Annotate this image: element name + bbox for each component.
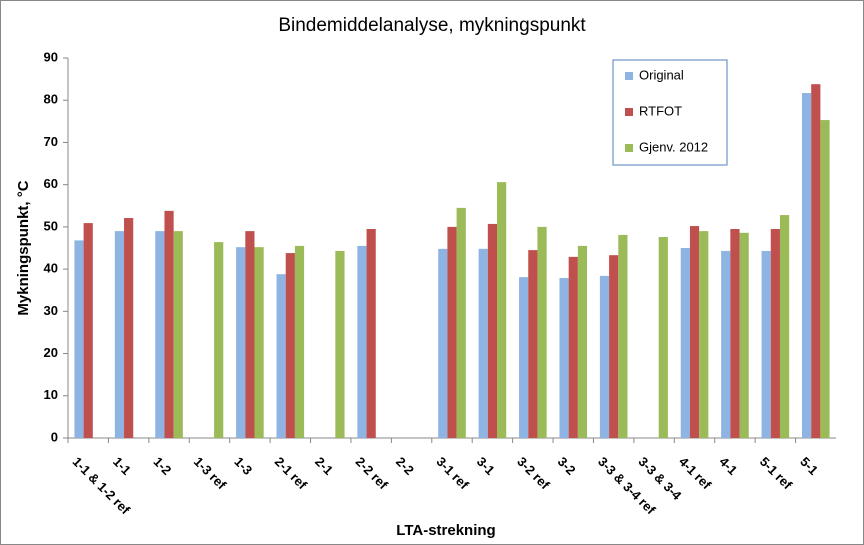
bar [779,215,790,438]
bar [155,231,165,438]
bar [680,248,690,438]
bar [236,247,246,438]
bar [528,250,538,438]
bar [739,232,749,438]
bar [164,210,174,438]
bar [537,226,547,438]
bar [456,207,466,438]
bar [124,218,134,438]
y-tick-label: 90 [44,49,58,64]
y-tick-label: 40 [44,261,58,276]
legend-label: RTFOT [639,103,682,118]
bar [577,245,588,438]
chart-title: Bindemiddelanalyse, mykningspunkt [278,15,586,36]
y-tick-label: 0 [51,429,58,444]
legend-swatch [625,144,633,152]
bar [730,229,740,438]
bar [568,256,578,438]
bar [438,248,448,438]
y-tick-label: 10 [44,387,58,402]
bar [285,253,295,438]
legend-label: Original [639,67,684,82]
legend-swatch [625,72,633,80]
bar [294,245,305,438]
y-tick-label: 60 [44,176,58,191]
bar [721,250,731,438]
bar [357,245,367,438]
bar [478,248,488,438]
bar [447,226,457,438]
y-axis-title: Mykningspunkt, °C [15,180,32,315]
bar [519,277,529,438]
y-tick-label: 30 [44,303,58,318]
bar [811,84,821,438]
bar [74,240,84,438]
bar [114,231,125,438]
y-tick-label: 20 [44,345,58,360]
bar [245,231,255,438]
bar [254,247,264,438]
bar [497,182,507,438]
bar [276,274,286,438]
y-tick-label: 80 [44,92,58,107]
x-axis-title: LTA-strekning [396,522,495,539]
bar [761,250,771,438]
bar [609,255,619,438]
y-tick-label: 50 [44,218,58,233]
bar [618,234,628,438]
bar [487,223,498,438]
bar [770,229,780,438]
legend-label: Gjenv. 2012 [639,139,708,154]
y-tick-label: 70 [44,134,58,149]
bar [173,231,183,438]
legend-swatch [625,108,633,116]
bar [335,250,345,438]
bar [801,93,812,439]
bar [699,231,709,438]
bar [559,277,569,438]
bar [599,275,610,438]
bar [214,242,224,438]
bar [689,226,700,438]
bar [366,229,376,438]
bar [820,120,830,439]
bar [83,223,93,438]
bar [658,237,668,438]
